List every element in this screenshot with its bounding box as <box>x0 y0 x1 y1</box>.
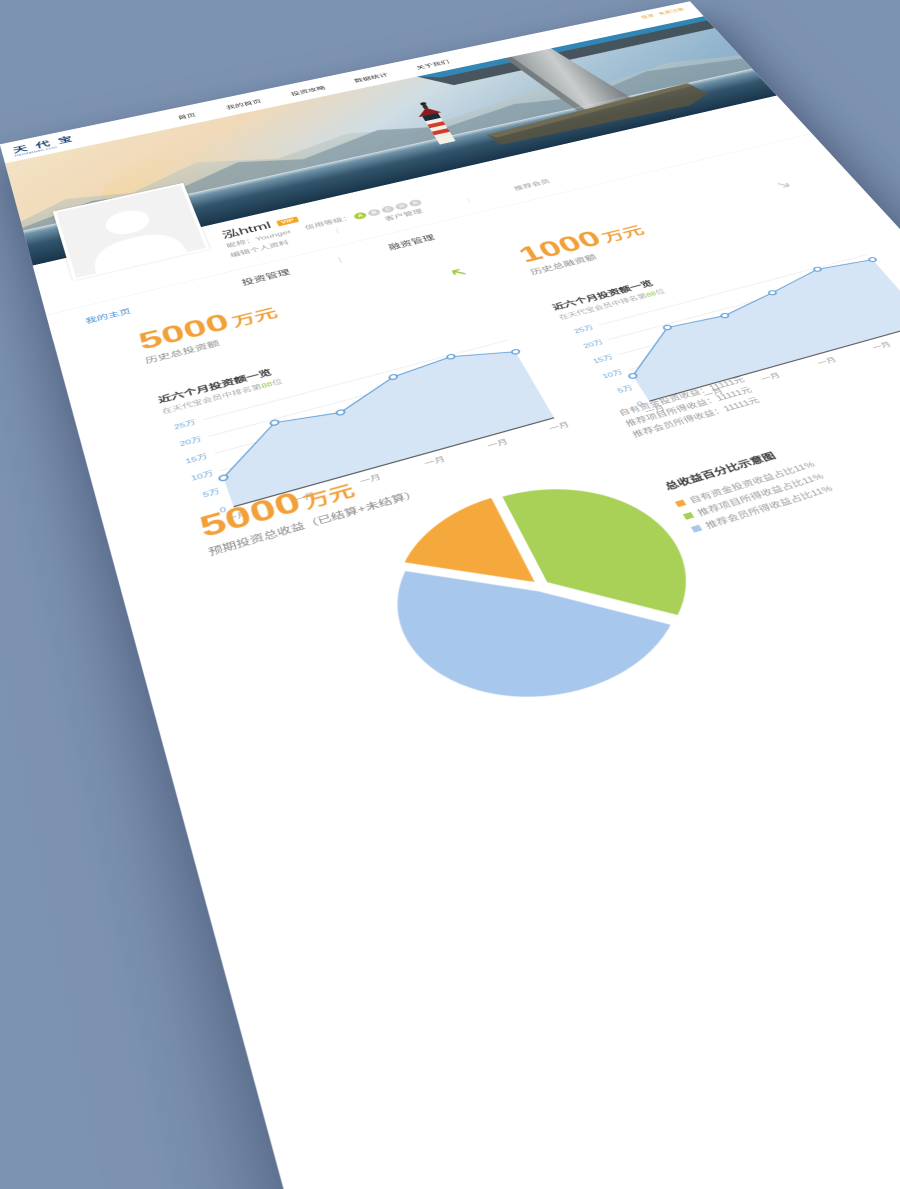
svg-text:一月: 一月 <box>871 340 893 351</box>
svg-text:20万: 20万 <box>179 435 204 448</box>
svg-text:10万: 10万 <box>601 368 625 380</box>
svg-text:25万: 25万 <box>173 418 197 431</box>
svg-text:25万: 25万 <box>573 323 596 334</box>
svg-text:10万: 10万 <box>190 469 215 482</box>
svg-text:15万: 15万 <box>184 451 209 464</box>
svg-text:5万: 5万 <box>202 487 222 499</box>
svg-text:15万: 15万 <box>591 353 615 365</box>
svg-text:20万: 20万 <box>582 338 605 349</box>
svg-text:5万: 5万 <box>616 384 635 395</box>
